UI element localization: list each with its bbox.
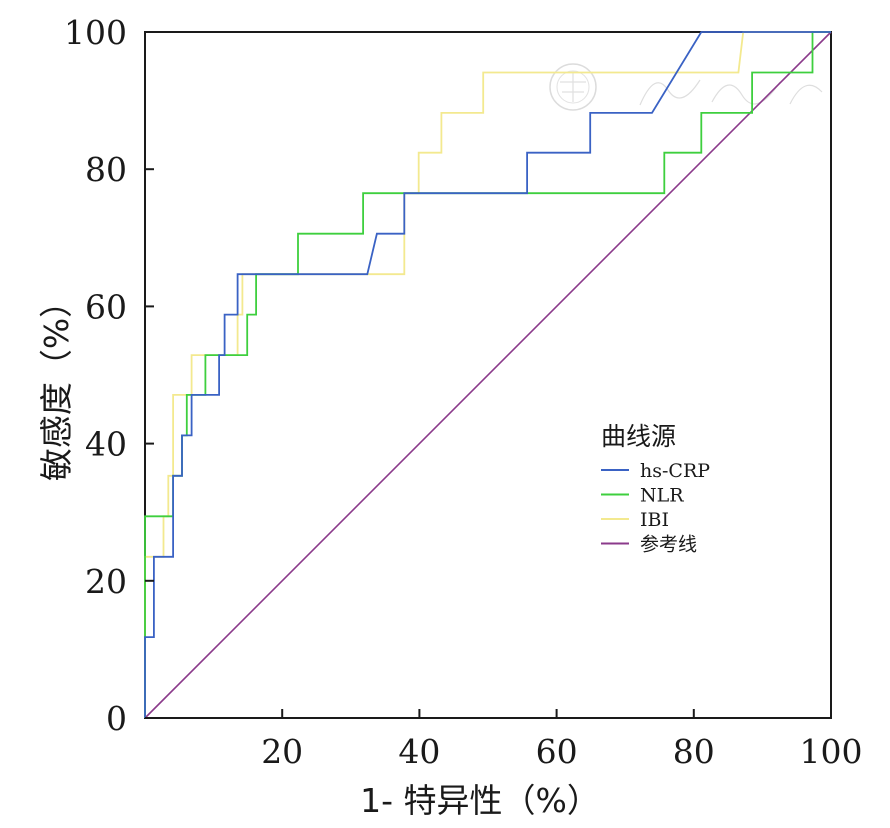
y-tick-label: 20 — [85, 562, 127, 601]
y-tick-label: 100 — [64, 13, 127, 52]
x-tick-label: 100 — [800, 732, 863, 771]
legend-label: hs-CRP — [640, 460, 710, 482]
x-tick-label: 40 — [398, 732, 440, 771]
y-axis-title: 敏感度（%） — [37, 285, 76, 481]
series-line-reference — [144, 31, 832, 719]
tick-layer: 0 20 40 60 80 100 20 40 60 80 100 — [64, 13, 863, 771]
series-line-hs-crp — [144, 31, 831, 718]
plot-area-frame — [144, 31, 832, 719]
series-layer — [144, 31, 832, 719]
y-tick-label: 0 — [106, 699, 127, 738]
y-tick-label: 40 — [85, 425, 127, 464]
x-tick-label: 60 — [536, 732, 578, 771]
y-tick-label: 80 — [85, 150, 127, 189]
x-axis-title: 1- 特异性（%） — [360, 781, 600, 820]
watermark — [549, 63, 823, 111]
legend-label: NLR — [640, 485, 684, 507]
legend-label: 参考线 — [640, 534, 697, 556]
legend-title: 曲线源 — [601, 422, 676, 451]
y-tick-label: 60 — [85, 287, 127, 326]
legend-label: IBI — [640, 509, 669, 531]
x-tick-label: 20 — [261, 732, 303, 771]
x-tick-label: 80 — [673, 732, 715, 771]
